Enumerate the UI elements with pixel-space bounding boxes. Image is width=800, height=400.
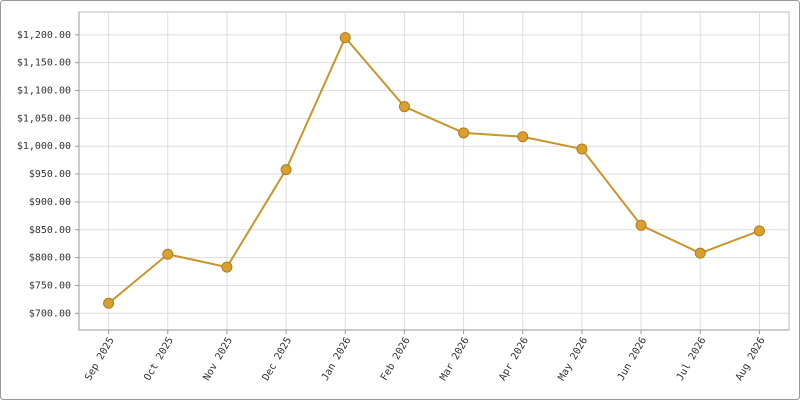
y-tick-label: $700.00 (29, 308, 71, 319)
point (458, 127, 470, 139)
point (162, 248, 174, 260)
point (280, 164, 292, 176)
y-tick-label: $950.00 (29, 169, 71, 180)
y-tick-label: $800.00 (29, 253, 71, 264)
y-tick-label: $750.00 (29, 280, 71, 291)
y-tick-label: $850.00 (29, 225, 71, 236)
point (517, 131, 529, 143)
point (103, 297, 115, 309)
point (694, 247, 706, 259)
point (339, 32, 351, 44)
y-tick-label: $1,100.00 (17, 86, 71, 97)
point (398, 101, 410, 113)
point (753, 225, 765, 237)
y-tick-label: $1,200.00 (17, 30, 71, 41)
point (635, 219, 647, 231)
y-tick-label: $1,000.00 (17, 141, 71, 152)
line (107, 35, 760, 305)
y-tick-label: $1,050.00 (17, 113, 71, 124)
point (221, 261, 233, 273)
point (576, 143, 588, 155)
plot-area (78, 11, 790, 331)
y-tick-label: $1,150.00 (17, 58, 71, 69)
y-tick-label: $900.00 (29, 197, 71, 208)
